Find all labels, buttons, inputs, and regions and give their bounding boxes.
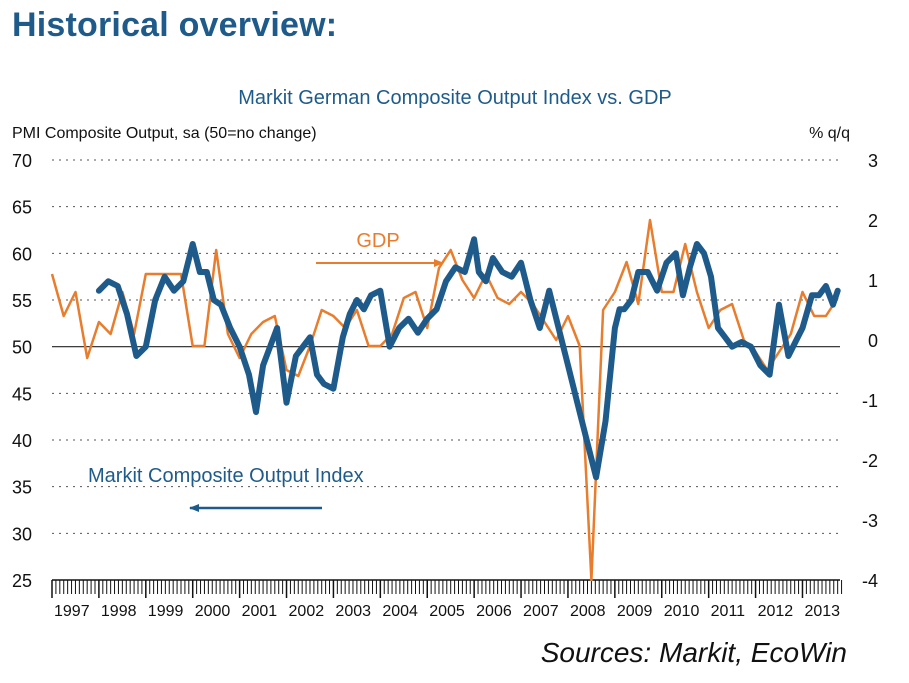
x-tick-label: 2007 [523, 603, 559, 620]
x-tick-label: 2001 [242, 603, 278, 620]
y-right-tick-label: -1 [862, 391, 878, 411]
chart-title: Markit German Composite Output Index vs.… [238, 87, 672, 109]
x-tick-label: 2005 [429, 603, 465, 620]
page-heading: Historical overview: [12, 6, 338, 44]
pmi-annotation-label: Markit Composite Output Index [88, 465, 364, 487]
y-left-tick-label: 45 [12, 384, 32, 404]
y-left-tick-label: 30 [12, 524, 32, 544]
y-axis-left: 70 65 60 55 50 45 40 35 30 25 [12, 151, 32, 591]
y-right-tick-label: -4 [862, 571, 878, 591]
y-left-tick-label: 25 [12, 571, 32, 591]
y-right-tick-label: 0 [868, 331, 878, 351]
x-tick-label: 2009 [617, 603, 653, 620]
y-left-tick-label: 70 [12, 151, 32, 171]
y-left-tick-label: 40 [12, 431, 32, 451]
y-axis-right: 3 2 1 0 -1 -2 -3 -4 [862, 151, 878, 591]
y-left-tick-label: 55 [12, 291, 32, 311]
y-left-tick-label: 50 [12, 338, 32, 358]
y-right-tick-label: 3 [868, 151, 878, 171]
y-right-tick-label: -3 [862, 511, 878, 531]
x-tick-label: 2002 [289, 603, 325, 620]
x-tick-label: 2003 [335, 603, 371, 620]
x-tick-label: 2006 [476, 603, 512, 620]
y-right-tick-label: 1 [868, 271, 878, 291]
x-tick-label: 2004 [382, 603, 418, 620]
x-tick-label: 1999 [148, 603, 184, 620]
gdp-annotation-label: GDP [356, 230, 399, 252]
y-left-tick-label: 35 [12, 478, 32, 498]
x-tick-label: 1998 [101, 603, 137, 620]
x-axis: 1997 1998 1999 2000 2001 2002 2003 2004 2005 2006… [51, 579, 843, 620]
y-left-tick-label: 65 [12, 198, 32, 218]
sources-note: Sources: Markit, EcoWin [540, 637, 847, 668]
y-axis-left-label: PMI Composite Output, sa (50=no change) [12, 125, 317, 142]
x-tick-label: 1997 [54, 603, 90, 620]
x-tick-label: 2008 [570, 603, 606, 620]
y-right-tick-label: 2 [868, 211, 878, 231]
y-left-tick-label: 60 [12, 244, 32, 264]
y-right-tick-label: -2 [862, 451, 878, 471]
x-tick-label: 2012 [758, 603, 794, 620]
series-line-pmi [95, 236, 841, 481]
y-axis-right-label: % q/q [809, 125, 850, 142]
x-tick-label: 2000 [195, 603, 231, 620]
x-tick-label: 2010 [664, 603, 700, 620]
series-line-gdp [50, 218, 839, 582]
grid [52, 159, 840, 534]
x-tick-label: 2013 [804, 603, 840, 620]
x-tick-label: 2011 [711, 603, 746, 620]
